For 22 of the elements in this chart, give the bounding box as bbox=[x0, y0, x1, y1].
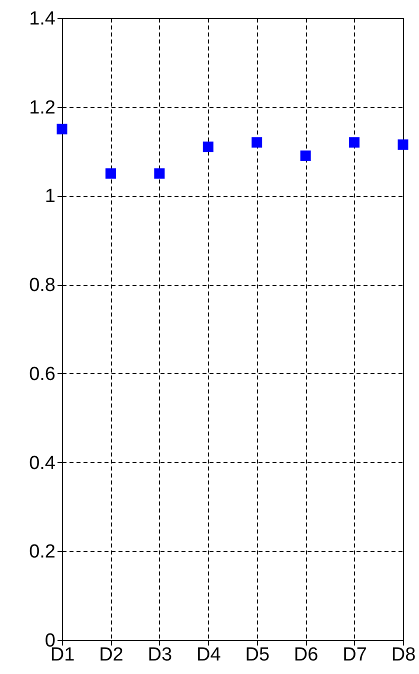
point bbox=[202, 142, 214, 152]
point bbox=[105, 168, 116, 179]
y-tick-label: 1.2 bbox=[29, 97, 56, 118]
x-tick-label: D8 bbox=[391, 644, 416, 666]
point bbox=[300, 150, 311, 161]
y-tick-label: 0.2 bbox=[29, 542, 56, 563]
y-tick-label: 1.4 bbox=[29, 8, 56, 30]
point bbox=[56, 124, 68, 134]
x-tick-label: D5 bbox=[245, 644, 270, 666]
x-tick-label: D2 bbox=[99, 644, 124, 666]
x-tick-label: D6 bbox=[294, 644, 318, 666]
point bbox=[154, 168, 165, 179]
x-tick-label: D3 bbox=[148, 644, 172, 666]
x-tick-label: D4 bbox=[196, 644, 222, 666]
y-tick-label: 0.6 bbox=[29, 364, 56, 385]
y-tick-label: 1 bbox=[44, 186, 56, 208]
point bbox=[349, 137, 360, 148]
point bbox=[252, 137, 262, 148]
x-tick-label: D7 bbox=[342, 644, 367, 666]
y-tick-label: 0.4 bbox=[29, 452, 56, 474]
point bbox=[398, 139, 408, 150]
y-tick-label: 0.8 bbox=[29, 275, 56, 296]
